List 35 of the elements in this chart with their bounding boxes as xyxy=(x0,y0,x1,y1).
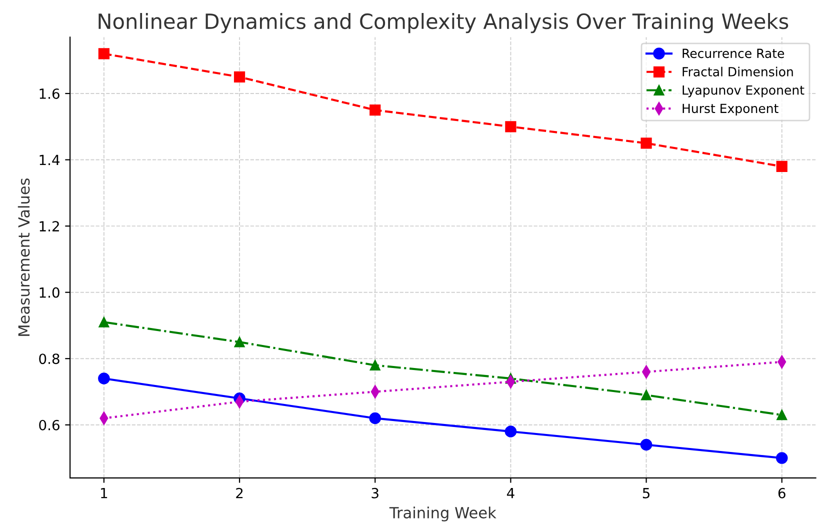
point xyxy=(640,438,652,451)
legend-label: Recurrence Rate xyxy=(682,48,784,58)
x-tick-label: 3 xyxy=(372,488,378,498)
x-tick-label: 6 xyxy=(778,488,786,498)
point xyxy=(370,360,380,370)
legend-label: Fractal Dimension xyxy=(682,66,793,76)
point xyxy=(370,104,381,116)
y-tick-label: 0.8 xyxy=(39,354,60,364)
y-tick-label: 0.6 xyxy=(39,420,60,430)
point xyxy=(369,412,382,424)
point xyxy=(234,71,246,82)
y-tick-label: 1.4 xyxy=(40,154,60,166)
y-tick-label: 1.6 xyxy=(40,88,60,99)
y-tick-label: 1.2 xyxy=(40,221,59,232)
y-axis-title: Measurement Values xyxy=(18,178,30,336)
point xyxy=(505,121,516,132)
legend-label: Hurst Exponent xyxy=(682,104,778,116)
point xyxy=(776,410,788,420)
point xyxy=(776,452,788,464)
point xyxy=(641,390,652,400)
x-axis-title: Training Week xyxy=(389,506,496,522)
x-tick-label: 5 xyxy=(642,488,650,498)
point xyxy=(98,316,110,328)
x-tick-label: 2 xyxy=(236,488,243,498)
y-tick-label: 1.0 xyxy=(40,287,60,298)
point xyxy=(234,336,245,348)
x-tick-label: 1 xyxy=(101,488,108,498)
point xyxy=(640,138,652,149)
x-tick-label: 4 xyxy=(506,488,514,498)
point xyxy=(776,160,788,172)
point xyxy=(504,426,517,438)
point xyxy=(98,372,110,384)
legend-label: Lyapunov Exponent xyxy=(682,86,804,98)
point xyxy=(98,48,110,60)
chart-title: Nonlinear Dynamics and Complexity Analysis Over Training Weeks xyxy=(98,13,788,34)
